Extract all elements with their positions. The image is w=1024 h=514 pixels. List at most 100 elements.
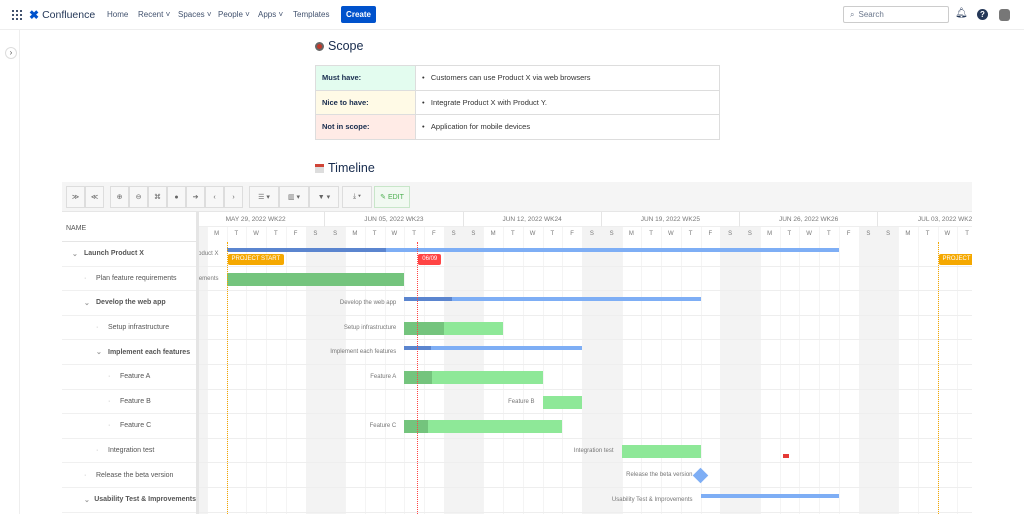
day-label: S	[720, 227, 740, 242]
day-label: T	[827, 231, 831, 237]
day-label: T	[234, 231, 239, 237]
task-row[interactable]: · Feature A	[62, 365, 196, 390]
avatar[interactable]	[999, 9, 1010, 21]
day-label: F	[293, 231, 298, 237]
name-column-header: NAME	[62, 212, 196, 242]
fit-button[interactable]: ⌘	[148, 186, 167, 208]
task-row[interactable]: · Feature C	[62, 414, 196, 439]
top-navigation: ✖ Confluence Home Recent ˅ Spaces ˅ Peopl…	[0, 0, 1024, 30]
chevron-down-icon[interactable]: ⌄	[84, 299, 90, 307]
day-label: M	[628, 231, 634, 237]
summary-progress	[404, 297, 452, 302]
summary-bar[interactable]	[404, 297, 701, 302]
day-gridline	[562, 227, 564, 514]
task-row[interactable]: · Integration test	[62, 439, 196, 464]
confluence-logo[interactable]: ✖ Confluence	[29, 8, 96, 22]
today-button[interactable]: ●	[167, 186, 186, 208]
day-label: S	[325, 227, 345, 242]
zoom-in-button[interactable]: ⊕	[110, 186, 129, 208]
nav-apps[interactable]: Apps ˅	[258, 10, 284, 19]
filter-button[interactable]: ▼ ▾	[309, 186, 339, 208]
nav-people-label: People	[218, 10, 243, 19]
scope-value: • Integrate Product X with Product Y.	[415, 89, 720, 115]
prev-button[interactable]: ‹	[205, 186, 224, 208]
next-button[interactable]: ›	[224, 186, 243, 208]
day-gridline	[503, 227, 504, 514]
task-name: Plan feature requirements	[96, 274, 177, 282]
task-bar[interactable]	[404, 371, 543, 384]
day-gridline	[779, 227, 781, 514]
notifications-icon[interactable]: 🔔︎	[955, 8, 968, 19]
summary-bar[interactable]	[404, 346, 582, 351]
nav-recent[interactable]: Recent ˅	[138, 10, 171, 19]
task-bar-label: Implement each features	[330, 349, 397, 356]
week-header: MAY 29, 2022 WK22	[199, 212, 326, 227]
export-button[interactable]: ⤓ ▾	[342, 186, 372, 208]
task-bar-label: Develop the web app	[339, 300, 397, 307]
task-row[interactable]: · Feature B	[62, 390, 196, 415]
nav-people[interactable]: People ˅	[218, 10, 250, 19]
row-divider	[199, 462, 972, 464]
bullet-icon: ·	[84, 471, 87, 479]
day-label: T	[412, 231, 416, 237]
summary-bar[interactable]	[226, 248, 839, 252]
nav-templates[interactable]: Templates	[293, 10, 330, 19]
row-divider	[199, 437, 972, 439]
columns-button[interactable]: ▥ ▾	[279, 186, 309, 208]
scope-value-text: Application for mobile devices	[430, 122, 531, 132]
expand-all-button[interactable]: ≪	[85, 186, 104, 208]
chevron-down-icon[interactable]: ⌄	[72, 250, 78, 258]
day-gridline	[957, 227, 959, 514]
weekend-column	[601, 242, 622, 514]
task-name: Feature C	[120, 422, 152, 430]
task-bar[interactable]	[404, 420, 563, 434]
day-gridline	[345, 227, 346, 514]
summary-bar[interactable]	[700, 494, 839, 498]
search-input[interactable]: ⌕ Search	[843, 6, 949, 23]
marker-label: PROJECT END	[938, 254, 972, 265]
day-label: S	[443, 227, 464, 242]
zoom-out-button[interactable]: ⊖	[129, 186, 148, 208]
task-row[interactable]: ⌄ Implement each features	[62, 340, 196, 365]
chevron-down-icon[interactable]: ⌄	[96, 349, 102, 357]
chevron-down-icon[interactable]: ⌄	[84, 496, 90, 504]
task-row[interactable]: ⌄ Usability Test & Improvements	[62, 488, 196, 513]
expand-sidebar-button[interactable]: ›	[5, 47, 17, 59]
scope-value-text: Integrate Product X with Product Y.	[430, 97, 547, 107]
task-row[interactable]: · Plan feature requirements	[62, 267, 196, 292]
task-bar[interactable]	[621, 444, 701, 458]
flag-icon[interactable]	[782, 454, 789, 459]
task-row[interactable]: · Release the beta version	[62, 463, 196, 488]
day-gridline	[522, 227, 524, 514]
task-row[interactable]: · Setup infrastructure	[62, 316, 196, 341]
weekend-column	[720, 242, 740, 514]
scroll-to-task-button[interactable]: ➔	[186, 186, 205, 208]
gantt-chart: ≫ ≪ ⊕ ⊖ ⌘ ● ➔ ‹ › ☰ ▾ ▥ ▾ ▼ ▾ ⤓ ▾ ✎ EDIT…	[62, 182, 972, 514]
day-gridline	[621, 227, 623, 514]
bullet-icon: ·	[96, 447, 99, 455]
task-row[interactable]: ⌄ Develop the web app	[62, 291, 196, 316]
collapse-all-button[interactable]: ≫	[66, 186, 85, 208]
day-label: T	[649, 231, 653, 237]
marker-line	[937, 242, 939, 514]
day-label: W	[668, 231, 674, 237]
sidebar	[0, 30, 20, 514]
day-label: W	[529, 231, 536, 237]
task-bar[interactable]	[542, 395, 582, 409]
task-row[interactable]: ⌄ Launch Product X	[62, 242, 196, 267]
app-switcher-icon[interactable]	[12, 10, 22, 20]
scope-row: Nice to have: • Integrate Product X with …	[315, 89, 720, 115]
help-icon[interactable]: ?	[977, 9, 988, 20]
list-options-button[interactable]: ☰ ▾	[249, 186, 279, 208]
day-gridline	[838, 227, 840, 514]
edit-button[interactable]: ✎ EDIT	[374, 186, 410, 208]
task-bar-label: Feature B	[508, 398, 535, 405]
day-label: F	[432, 231, 436, 237]
task-name: Develop the web app	[96, 299, 166, 307]
create-button[interactable]: Create	[341, 6, 376, 23]
nav-apps-label: Apps	[258, 10, 277, 19]
nav-home[interactable]: Home	[107, 10, 129, 19]
nav-spaces[interactable]: Spaces ˅	[178, 10, 212, 19]
milestone-diamond[interactable]	[692, 468, 708, 484]
task-bar-label: Integration test	[573, 447, 614, 454]
